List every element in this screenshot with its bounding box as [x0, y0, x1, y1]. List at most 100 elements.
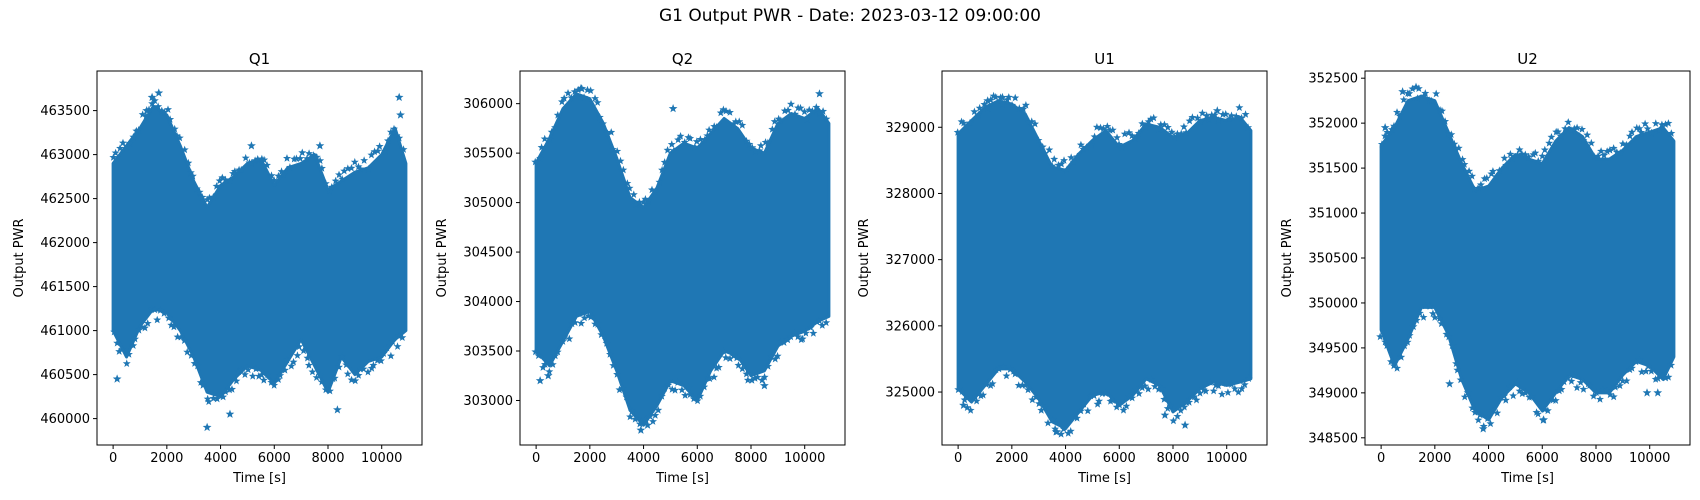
data-point	[188, 171, 197, 180]
data-point	[1643, 124, 1652, 133]
data-point	[613, 147, 622, 155]
data-point	[722, 106, 730, 115]
data-point	[1606, 390, 1615, 399]
data-point	[806, 323, 815, 331]
data-point	[1199, 385, 1208, 394]
data-point	[615, 385, 624, 394]
data-point	[1167, 128, 1176, 136]
data-point	[317, 164, 326, 172]
data-point	[751, 374, 759, 382]
data-point	[203, 394, 212, 403]
data-point	[270, 176, 279, 184]
data-point	[545, 367, 554, 376]
data-point	[1128, 131, 1137, 140]
data-point	[1130, 134, 1139, 142]
data-point	[140, 323, 149, 332]
axes-frame	[519, 70, 846, 446]
data-point	[1622, 140, 1631, 149]
y-tick-label: 325000	[885, 386, 935, 401]
data-point	[316, 371, 325, 379]
data-point	[1603, 386, 1612, 395]
data-point	[1082, 143, 1091, 151]
data-point	[966, 118, 974, 127]
data-point	[1108, 396, 1117, 404]
data-point	[1579, 136, 1588, 144]
data-point	[399, 145, 408, 153]
data-point	[383, 343, 391, 352]
data-point	[110, 327, 119, 336]
data-point	[655, 178, 664, 186]
data-point	[138, 110, 147, 118]
data-point	[252, 364, 260, 373]
data-point	[586, 313, 595, 321]
data-point	[1529, 150, 1538, 159]
data-point	[593, 320, 602, 328]
data-point	[1160, 410, 1170, 419]
data-point	[712, 364, 721, 372]
data-point	[975, 103, 984, 112]
data-point	[354, 371, 363, 379]
data-point	[531, 157, 540, 166]
data-point	[1642, 388, 1652, 397]
data-point	[696, 135, 705, 143]
data-point	[1383, 128, 1392, 136]
data-point	[567, 319, 576, 328]
data-point	[748, 143, 757, 151]
data-point	[1508, 154, 1517, 162]
data-point	[1387, 357, 1395, 366]
plot-area	[531, 84, 831, 434]
data-point	[553, 347, 562, 356]
data-point	[1014, 381, 1023, 389]
y-axis-label: Output PWR	[12, 218, 27, 297]
data-point	[1237, 113, 1246, 122]
data-point	[677, 385, 686, 394]
data-point	[1430, 313, 1439, 321]
data-point	[819, 107, 828, 115]
data-point	[1048, 161, 1057, 170]
data-point	[1456, 375, 1465, 384]
data-point	[134, 126, 143, 134]
data-point	[1408, 84, 1417, 93]
data-point	[1222, 379, 1231, 387]
data-point	[959, 400, 968, 409]
data-point	[1108, 125, 1117, 134]
data-point	[1218, 110, 1227, 118]
data-point	[1532, 408, 1541, 416]
data-point	[1540, 145, 1549, 154]
y-tick-label: 327000	[885, 253, 935, 268]
data-point	[680, 138, 689, 146]
data-point	[953, 128, 962, 136]
data-point	[773, 351, 782, 360]
data-point	[160, 108, 169, 116]
data-point	[534, 351, 543, 360]
data-point	[113, 338, 122, 347]
data-point	[1450, 139, 1459, 148]
data-point	[813, 317, 821, 326]
data-point	[1196, 117, 1205, 126]
data-point	[602, 339, 611, 347]
data-point	[664, 380, 673, 389]
data-point	[274, 375, 283, 383]
data-point	[1106, 126, 1115, 134]
x-tick-label: 8000	[311, 451, 344, 466]
data-point	[643, 420, 652, 429]
data-point	[390, 124, 398, 133]
data-point	[129, 132, 138, 141]
data-point	[1079, 400, 1088, 408]
data-point	[1079, 145, 1088, 153]
data-point	[541, 360, 549, 368]
data-point	[753, 373, 762, 381]
x-tick-label: 8000	[1579, 451, 1612, 466]
data-point	[1103, 122, 1112, 130]
data-point	[1149, 113, 1158, 122]
data-point	[347, 164, 356, 172]
x-tick-label: 0	[1377, 451, 1385, 466]
data-point	[564, 89, 572, 97]
chart-panel-q1: 0 2000 4000 6000 8000 10000 460000 460500 461000…	[12, 50, 423, 486]
data-point	[1489, 167, 1497, 175]
data-point	[791, 110, 799, 118]
data-point	[1609, 144, 1618, 152]
data-point	[1090, 391, 1099, 400]
plot-area	[109, 88, 408, 432]
data-point	[631, 415, 640, 423]
